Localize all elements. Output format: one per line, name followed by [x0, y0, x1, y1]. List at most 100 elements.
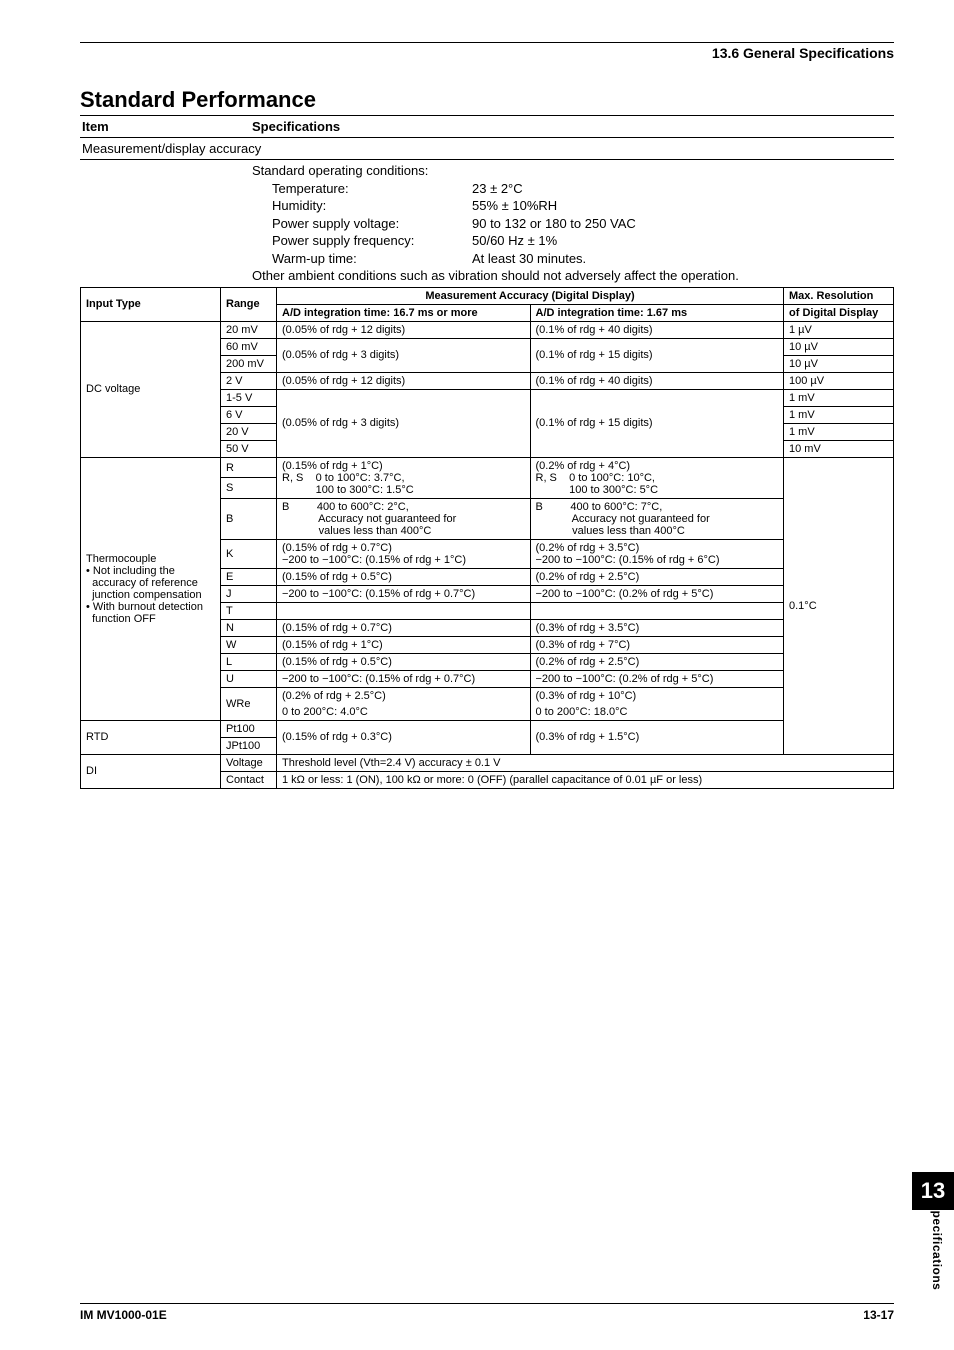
- cell: (0.15% of rdg + 0.5°C): [277, 653, 531, 670]
- cell: (0.3% of rdg + 3.5°C): [530, 619, 784, 636]
- cell-range: 200 mV: [221, 355, 277, 372]
- cell-range: B: [221, 498, 277, 539]
- cond-note: Other ambient conditions such as vibrati…: [252, 267, 894, 285]
- cell-range: K: [221, 539, 277, 568]
- cond-row: Warm-up time:At least 30 minutes.: [252, 250, 894, 268]
- th-res: Max. Resolution: [784, 287, 894, 304]
- th-m1: A/D integration time: 16.7 ms or more: [277, 304, 531, 321]
- page-title: Standard Performance: [80, 87, 894, 113]
- tc-l6: function OFF: [86, 613, 156, 625]
- cell: (0.1% of rdg + 15 digits): [530, 338, 784, 372]
- cell-res-tc: 0.1°C: [784, 457, 894, 754]
- cell-input-tc: Thermocouple • Not including the accurac…: [81, 457, 221, 720]
- cell: (0.2% of rdg + 4°C) R, S 0 to 100°C: 10°…: [530, 457, 784, 498]
- cell: (0.15% of rdg + 0.3°C): [277, 720, 531, 754]
- footer: IM MV1000-01E 13-17: [80, 1303, 894, 1322]
- cond-row: Power supply voltage:90 to 132 or 180 to…: [252, 215, 894, 233]
- tc-l3: accuracy of reference: [86, 577, 198, 589]
- spec-table: Input Type Range Measurement Accuracy (D…: [80, 287, 894, 789]
- b-m2-l2: Accuracy not guaranteed for: [536, 513, 710, 525]
- cell-range: U: [221, 670, 277, 687]
- cell-input-di: DI: [81, 754, 221, 788]
- cell-range: JPt100: [221, 737, 277, 754]
- cell: (0.3% of rdg + 7°C): [530, 636, 784, 653]
- cell: (0.1% of rdg + 40 digits): [530, 372, 784, 389]
- cond-intro: Standard operating conditions:: [252, 162, 894, 180]
- k-m1-l2: −200 to −100°C: (0.15% of rdg + 1°C): [282, 554, 466, 566]
- cond-row: Power supply frequency:50/60 Hz ± 1%: [252, 232, 894, 250]
- tc-l1: Thermocouple: [86, 553, 156, 565]
- cell: (0.15% of rdg + 0.7°C) −200 to −100°C: (…: [277, 539, 531, 568]
- cell-range: T: [221, 602, 277, 619]
- r-m2-l2: R, S 0 to 100°C: 10°C,: [536, 472, 655, 484]
- tc-l5: • With burnout detection: [86, 601, 203, 613]
- cell: 1 kΩ or less: 1 (ON), 100 kΩ or more: 0 …: [277, 771, 894, 788]
- cell-range: Voltage: [221, 754, 277, 771]
- cell-input-dc: DC voltage: [81, 321, 221, 457]
- meas-row: Measurement/display accuracy: [80, 138, 894, 160]
- top-rule: [80, 42, 894, 43]
- r-m2-l1: (0.2% of rdg + 4°C): [536, 460, 631, 472]
- k-m2-l1: (0.2% of rdg + 3.5°C): [536, 542, 640, 554]
- cell: 0 to 200°C: 4.0°C: [277, 704, 531, 721]
- section-header: 13.6 General Specifications: [80, 45, 894, 61]
- th-m2: A/D integration time: 1.67 ms: [530, 304, 784, 321]
- cond-label: Warm-up time:: [252, 250, 472, 268]
- cell: −200 to −100°C: (0.2% of rdg + 5°C): [530, 670, 784, 687]
- item-header: Item Specifications: [80, 115, 894, 138]
- cond-row: Temperature:23 ± 2°C: [252, 180, 894, 198]
- cond-label: Temperature:: [252, 180, 472, 198]
- cell: −200 to −100°C: (0.2% of rdg + 5°C): [530, 585, 784, 602]
- cell: (0.1% of rdg + 15 digits): [530, 389, 784, 457]
- cell: (0.3% of rdg + 1.5°C): [530, 720, 784, 754]
- cell: −200 to −100°C: (0.15% of rdg + 0.7°C): [277, 670, 531, 687]
- footer-right: 13-17: [863, 1308, 894, 1322]
- cond-label: Power supply frequency:: [252, 232, 472, 250]
- cell-range: W: [221, 636, 277, 653]
- cell-range: 20 mV: [221, 321, 277, 338]
- item-label: Item: [80, 116, 252, 137]
- cell-range: Contact: [221, 771, 277, 788]
- th-range: Range: [221, 287, 277, 321]
- cell: [530, 602, 784, 619]
- cell: (0.15% of rdg + 0.5°C): [277, 568, 531, 585]
- cell-range: 6 V: [221, 406, 277, 423]
- b-m1-l2: Accuracy not guaranteed for: [282, 513, 456, 525]
- cell: B 400 to 600°C: 2°C, Accuracy not guaran…: [277, 498, 531, 539]
- cell-range: R: [221, 457, 277, 478]
- cond-value: 50/60 Hz ± 1%: [472, 232, 557, 250]
- cell: (0.15% of rdg + 1°C): [277, 636, 531, 653]
- b-m1-l1: B 400 to 600°C: 2°C,: [282, 501, 409, 513]
- k-m2-l2: −200 to −100°C: (0.15% of rdg + 6°C): [536, 554, 720, 566]
- cell-range: S: [221, 478, 277, 499]
- s-m1: 100 to 300°C: 1.5°C: [282, 484, 414, 496]
- cond-label: Power supply voltage:: [252, 215, 472, 233]
- cell: B 400 to 600°C: 7°C, Accuracy not guaran…: [530, 498, 784, 539]
- cell: (0.15% of rdg + 1°C) R, S 0 to 100°C: 3.…: [277, 457, 531, 498]
- s-m2: 100 to 300°C: 5°C: [536, 484, 659, 496]
- cell: 1 mV: [784, 423, 894, 440]
- cond-value: 90 to 132 or 180 to 250 VAC: [472, 215, 636, 233]
- tab-text: Specifications: [930, 1202, 944, 1290]
- cell: (0.15% of rdg + 0.7°C): [277, 619, 531, 636]
- cell-range: 2 V: [221, 372, 277, 389]
- th-input: Input Type: [81, 287, 221, 321]
- cond-value: At least 30 minutes.: [472, 250, 586, 268]
- th-res2: of Digital Display: [784, 304, 894, 321]
- cell-range: 1-5 V: [221, 389, 277, 406]
- cell-range: WRe: [221, 687, 277, 720]
- b-m2-l1: B 400 to 600°C: 7°C,: [536, 501, 663, 513]
- cell: 0 to 200°C: 18.0°C: [530, 704, 784, 721]
- tc-l2: • Not including the: [86, 565, 175, 577]
- cell: 10 µV: [784, 355, 894, 372]
- cell-input-rtd: RTD: [81, 720, 221, 754]
- cond-label: Humidity:: [252, 197, 472, 215]
- cell-range: 20 V: [221, 423, 277, 440]
- b-m1-l3: values less than 400°C: [282, 525, 431, 537]
- tc-l4: junction compensation: [86, 589, 202, 601]
- conditions: Standard operating conditions: Temperatu…: [80, 160, 894, 287]
- cell-range: J: [221, 585, 277, 602]
- cell: (0.05% of rdg + 3 digits): [277, 338, 531, 372]
- cell-range: Pt100: [221, 720, 277, 737]
- cell-range: L: [221, 653, 277, 670]
